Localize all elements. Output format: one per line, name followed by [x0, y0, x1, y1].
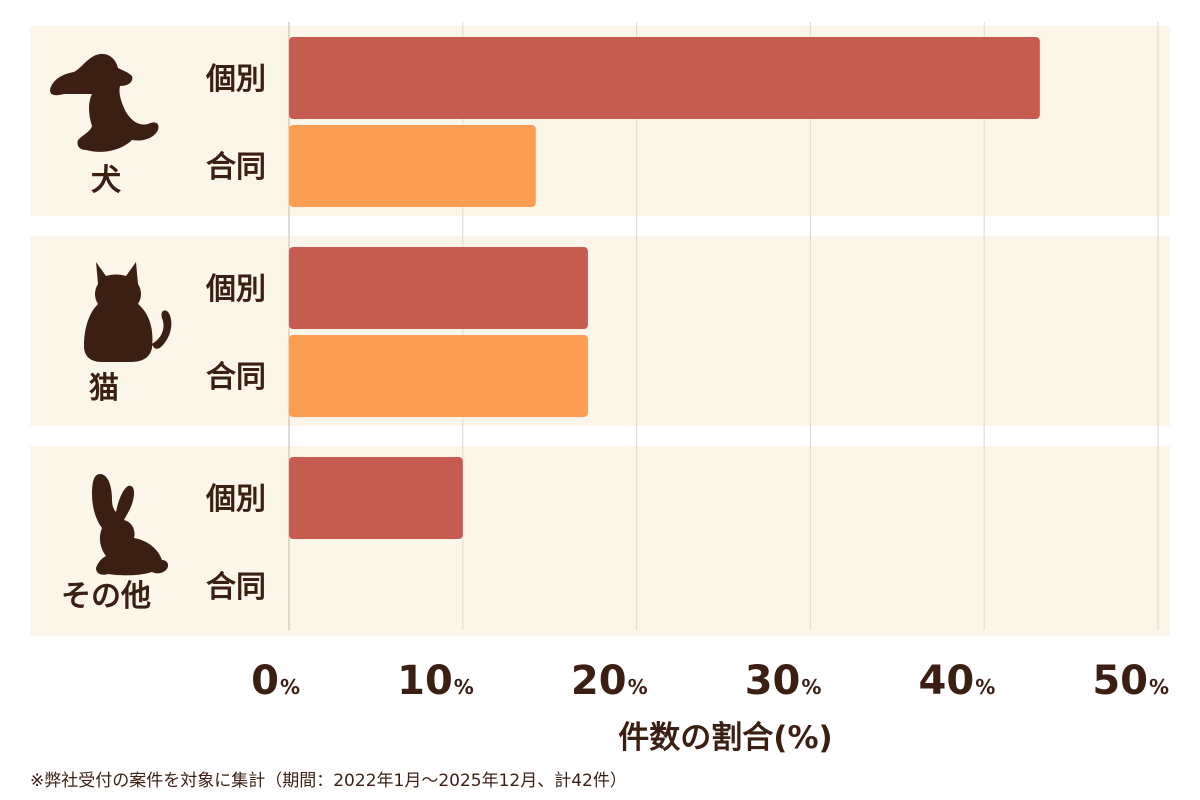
bar-label: 個別 [205, 272, 266, 307]
tick-unit: % [1149, 675, 1169, 699]
tick-unit: % [454, 675, 474, 699]
bar-label: 合同 [206, 360, 266, 395]
bar [289, 247, 588, 329]
footnote: ※弊社受付の案件を対象に集計（期間：2022年1月〜2025年12月、計42件） [30, 771, 627, 791]
tick-unit: % [628, 675, 648, 699]
group-band [30, 236, 1170, 426]
tick-label: 30 [745, 658, 801, 704]
tick-unit: % [280, 675, 300, 699]
group-band [30, 446, 1170, 636]
rabbit-icon [92, 474, 169, 576]
tick-label: 20 [571, 658, 627, 704]
tick-unit: % [801, 675, 821, 699]
x-axis-title: 件数の割合(%) [618, 720, 832, 756]
dog-icon [50, 53, 159, 152]
bar [289, 335, 588, 417]
bar [289, 37, 1040, 119]
bar-label: 個別 [205, 62, 266, 97]
bar [289, 457, 463, 539]
tick-unit: % [975, 675, 995, 699]
bar-label: 個別 [205, 482, 266, 517]
dog-icon-shape [50, 53, 159, 152]
rabbit-icon-shape [92, 474, 169, 576]
group-label: その他 [61, 579, 151, 614]
bar-label: 合同 [206, 150, 266, 185]
tick-label: 0 [251, 658, 279, 704]
group-label: 犬 [91, 163, 121, 198]
cat-icon [84, 262, 172, 362]
cat-icon-shape [84, 262, 172, 362]
tick-label: 50 [1092, 658, 1148, 704]
bar-label: 合同 [206, 570, 266, 605]
tick-label: 10 [397, 658, 453, 704]
bar [289, 125, 536, 207]
tick-label: 40 [919, 658, 975, 704]
group-label: 猫 [89, 371, 119, 406]
